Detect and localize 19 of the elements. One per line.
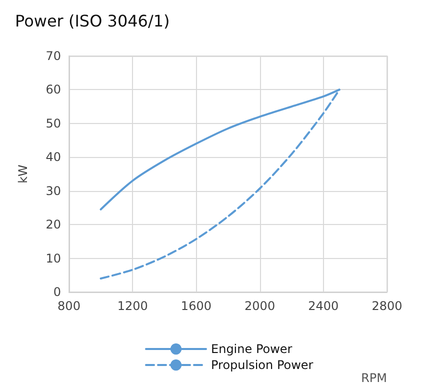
x-tick-label: 2000 [244,299,276,313]
y-tick-label: 40 [46,150,61,164]
y-tick-label: 20 [46,218,61,232]
legend-label: Propulsion Power [211,358,314,372]
x-axis-title: RPM [361,371,387,384]
x-tick-label: 2800 [372,299,402,313]
x-tick-label: 1200 [117,299,148,313]
legend-label: Engine Power [211,342,292,356]
y-axis-title: kW [16,164,30,184]
x-tick-label: 2400 [308,299,339,313]
y-tick-label: 0 [53,285,61,299]
y-tick-label: 30 [46,184,61,198]
y-tick-label: 50 [46,116,61,130]
y-tick-label: 10 [46,251,61,266]
chart-title: Power (ISO 3046/1) [15,12,170,30]
y-tick-label: 60 [46,82,61,97]
x-tick-label: 800 [58,299,80,313]
y-tick-label: 70 [46,49,61,63]
x-tick-label: 1600 [180,299,212,313]
